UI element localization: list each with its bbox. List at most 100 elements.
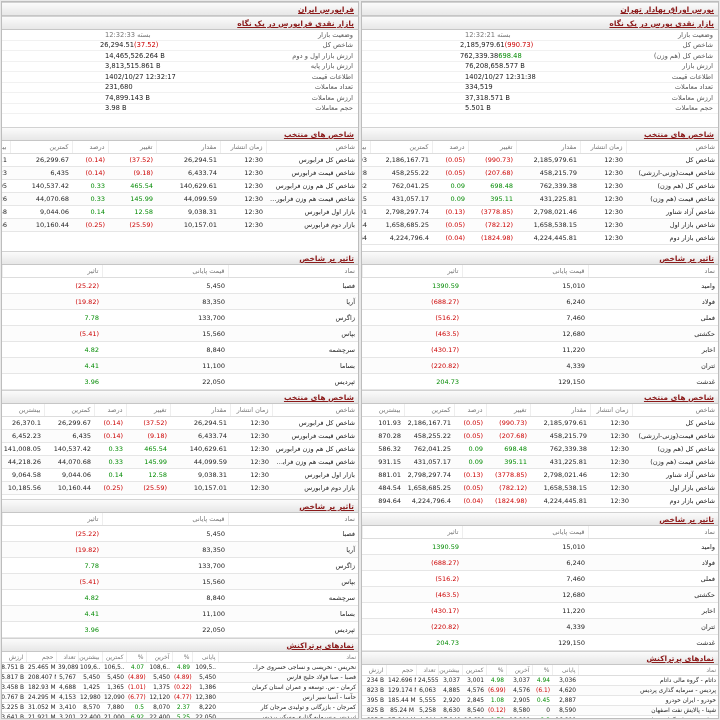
col-low[interactable]: کمترین (43, 404, 94, 417)
col-value[interactable]: مقدار (169, 404, 230, 417)
impact-row: وامید 15,010 1390.59 (362, 277, 718, 294)
col-symbol[interactable]: نماد (587, 526, 718, 539)
col-value[interactable]: ارزش (362, 665, 386, 676)
overview-row: ارزش معاملات 74,899.143 B (2, 93, 358, 104)
table-header-row: شاخص زمان انتشار مقدار تغییر درصد کمترین… (362, 141, 718, 154)
impact-row: آریا 83,350 (19.82) (2, 541, 358, 558)
spacer (362, 114, 718, 127)
col-change[interactable]: تغییر (467, 141, 516, 154)
overview-row: اطلاعات قیمت 1402/10/27 12:31:38 (362, 72, 718, 83)
col-impact[interactable]: تاثیر (2, 265, 102, 278)
col-pct[interactable]: % (125, 652, 146, 663)
col-value[interactable]: مقدار (515, 141, 580, 154)
col-count[interactable]: تعداد (55, 652, 78, 663)
overview-value: بسته 12:32:21 (465, 30, 511, 39)
col-low[interactable]: کمترین (101, 652, 126, 663)
impact-row: ثتران 4,339 (220.82) (362, 357, 718, 374)
col-high[interactable]: بیشترین (2, 141, 10, 154)
col-count[interactable]: تعداد (415, 665, 438, 676)
col-value[interactable]: مقدار (155, 141, 220, 154)
col-last[interactable]: آخرین (505, 665, 532, 676)
col-value[interactable]: ارزش (2, 652, 26, 663)
col-low[interactable]: کمترین (9, 141, 72, 154)
panel-title-link-tse[interactable]: بورس اوراق بهادار تهران (620, 5, 714, 14)
index-row: بازار اول فرابورس 12:30 9,038.31 12.58 0… (2, 468, 358, 482)
col-volume[interactable]: حجم (25, 652, 56, 663)
col-index[interactable]: شاخص (631, 404, 718, 417)
col-low[interactable]: کمترین (403, 404, 454, 417)
col-pct[interactable]: % (531, 665, 552, 676)
col-high[interactable]: بیشترین (362, 404, 404, 417)
overview-value: 334,519 (465, 83, 493, 92)
col-pct[interactable]: درصد (71, 141, 108, 154)
active-symbol-row: فصبا - صبا فولاد خلیج فارس 5,450 (4.89) … (2, 672, 358, 683)
col-close[interactable]: پایانی (191, 652, 218, 663)
col-symbol[interactable]: نماد (587, 265, 718, 278)
overview-value: 3,813,515.861 B (105, 62, 161, 71)
active-symbol-row: حآسا - آسیا سیر ارس 12,380 (4.77) 12,120… (2, 692, 358, 703)
active-symbols-table: نماد پایانی % آخرین % کمترین بیشترین تعد… (362, 665, 718, 718)
col-pct[interactable]: درصد (93, 404, 126, 417)
col-close-price[interactable]: قیمت پایانی (461, 265, 588, 278)
overview-label: ارزش بازار اول و دوم (292, 51, 353, 60)
col-change[interactable]: تغییر (107, 141, 156, 154)
overview-value: 26,294.51(37.52) (100, 41, 159, 50)
active-symbol-row: کمرجان - بازرگانی و تولیدی مرجان کار 8,2… (2, 702, 358, 713)
col-index[interactable]: شاخص (271, 404, 358, 417)
col-symbol[interactable]: نماد (227, 513, 358, 526)
col-value[interactable]: مقدار (529, 404, 590, 417)
col-pct[interactable]: درصد (431, 141, 468, 154)
col-symbol[interactable]: نماد (227, 265, 358, 278)
table-header-row: نماد قیمت پایانی تاثیر (2, 513, 358, 526)
panel-title-link-ifb[interactable]: فرابورس ایران (298, 5, 354, 14)
col-symbol[interactable]: نماد (577, 665, 718, 676)
col-high[interactable]: بیشترین (2, 404, 44, 417)
col-time[interactable]: زمان انتشار (229, 404, 272, 417)
col-pct[interactable]: % (171, 652, 192, 663)
impact-row: بساما 11,100 4.41 (2, 605, 358, 622)
col-index[interactable]: شاخص (265, 141, 358, 154)
col-pct[interactable]: درصد (453, 404, 486, 417)
col-last[interactable]: آخرین (145, 652, 172, 663)
overview-row: ارزش معاملات 37,318.571 B (362, 93, 718, 104)
overview-label: شاخص کل (682, 41, 713, 50)
col-change[interactable]: تغییر (485, 404, 530, 417)
table-header-row: شاخص زمان انتشار مقدار تغییر درصد کمترین… (2, 141, 358, 154)
overview-row: حجم معاملات 3.98 B (2, 104, 358, 114)
col-impact[interactable]: تاثیر (362, 265, 462, 278)
col-high[interactable]: بیشترین (437, 665, 462, 676)
col-time[interactable]: زمان انتشار (219, 141, 266, 154)
col-time[interactable]: زمان انتشار (589, 404, 632, 417)
section-header-overview: بازار نقدی بورس در یک نگاه (362, 16, 718, 30)
col-pct[interactable]: % (485, 665, 506, 676)
col-low[interactable]: کمترین (369, 141, 432, 154)
col-change[interactable]: تغییر (125, 404, 170, 417)
impact-row: اخابر 11,220 (430.17) (362, 602, 718, 619)
col-symbol[interactable]: نماد (217, 652, 358, 663)
col-volume[interactable]: حجم (385, 665, 416, 676)
index-row: شاخص کل هم وزن فرابورس 12:30 140,629.61 … (2, 442, 358, 456)
index-row: شاخص کل 12:30 2,185,979.61 (990.73) (0.0… (362, 153, 718, 167)
col-close-price[interactable]: قیمت پایانی (101, 513, 228, 526)
col-close-price[interactable]: قیمت پایانی (101, 265, 228, 278)
impact-row: سرچشمه 8,840 4.82 (2, 589, 358, 606)
col-high[interactable]: بیشترین (362, 141, 370, 154)
col-close[interactable]: پایانی (551, 665, 578, 676)
active-symbol-row: ثشاهد - سرمایه گذاری شاهد 16,890 2.3 16,… (362, 715, 718, 718)
impact-row: فولاد 6,240 (688.27) (362, 293, 718, 310)
col-impact[interactable]: تاثیر (2, 513, 102, 526)
impact-row: فملی 7,460 (516.2) (362, 309, 718, 326)
impact-row: آریا 83,350 (19.82) (2, 293, 358, 310)
col-high[interactable]: بیشترین (77, 652, 102, 663)
index-row: شاخص قیمت هم وزن فرابورس 12:30 44,099.59… (2, 455, 358, 469)
col-index[interactable]: شاخص (625, 141, 718, 154)
col-close-price[interactable]: قیمت پایانی (461, 526, 588, 539)
overview-value: 2,185,979.61(990.73) (460, 41, 534, 50)
col-impact[interactable]: تاثیر (362, 526, 462, 539)
col-time[interactable]: زمان انتشار (579, 141, 626, 154)
table-header-row: نماد پایانی % آخرین % کمترین بیشترین تعد… (362, 665, 718, 676)
overview-row: اطلاعات قیمت 1402/10/27 12:32:17 (2, 72, 358, 83)
section-header-most-active: نمادهای پرتراکنش (2, 638, 358, 652)
col-low[interactable]: کمترین (461, 665, 486, 676)
overview-row: تعداد معاملات 334,519 (362, 83, 718, 93)
